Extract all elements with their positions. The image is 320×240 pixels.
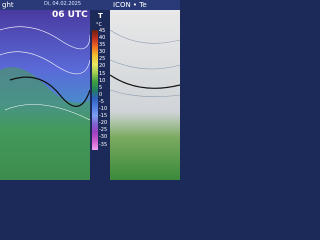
scale-label: -20 [99,120,108,127]
scale-labels: 45 40 35 30 25 20 15 10 5 0 -5 -10 -15 -20 -25 -30 -35 [99,28,110,149]
scale-label: 15 [99,70,106,77]
unit: °C [96,22,102,28]
scale-label: 30 [99,49,106,56]
scale-label: 45 [99,28,106,34]
maps [0,10,180,180]
scale-label: 5 [99,84,103,91]
right-map [110,10,180,180]
color-scale [92,30,98,150]
scale-label: -5 [99,98,104,105]
scale-label: -15 [99,113,108,120]
screen: ght Di, 04.02.2025 06 UTC T °C 45 40 35 30 2… [0,0,180,180]
front-right [109,74,180,89]
scale-label: -30 [99,134,108,141]
land [0,67,90,180]
isobars [0,26,91,121]
right-title: ICON • Te [110,0,180,10]
scale-label: 35 [99,42,106,49]
scale-label: -10 [99,106,108,113]
scale-label: 20 [99,63,106,70]
variable: T [98,12,103,20]
date: Di, 04.02.2025 [44,1,82,7]
scale-label: -25 [99,127,108,134]
center-header [40,0,110,10]
isobars-right [109,29,180,97]
scale-label: -35 [99,141,108,148]
scale-label: 40 [99,35,106,42]
scale-label: 10 [99,77,106,84]
front [9,76,91,107]
time: 06 UTC [52,10,88,20]
scale-label: 0 [99,91,103,98]
left-title: ght [0,0,42,10]
scale-label: 25 [99,56,106,63]
